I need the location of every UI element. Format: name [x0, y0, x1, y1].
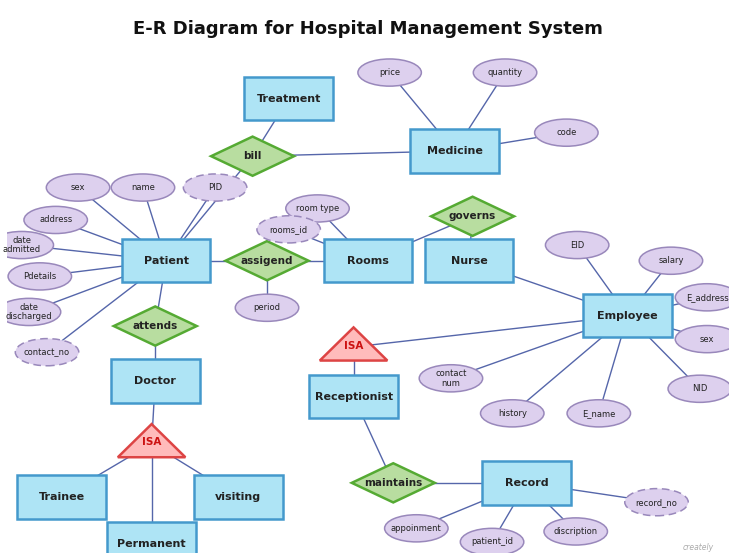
Text: address: address [39, 215, 72, 225]
Ellipse shape [481, 400, 544, 427]
Text: code: code [556, 128, 576, 137]
Ellipse shape [675, 325, 736, 353]
Text: Rooms: Rooms [347, 255, 389, 266]
Ellipse shape [236, 294, 299, 321]
Text: maintains: maintains [364, 478, 422, 488]
Text: governs: governs [449, 211, 496, 221]
Text: price: price [379, 68, 400, 77]
Ellipse shape [257, 216, 320, 243]
FancyBboxPatch shape [309, 375, 398, 418]
Text: E-R Diagram for Hospital Management System: E-R Diagram for Hospital Management Syst… [133, 20, 603, 37]
Text: NID: NID [692, 384, 707, 394]
Text: quantity: quantity [487, 68, 523, 77]
Text: E_address: E_address [686, 293, 729, 302]
FancyBboxPatch shape [107, 522, 196, 559]
Text: Nurse: Nurse [450, 255, 487, 266]
FancyBboxPatch shape [244, 77, 333, 120]
Text: ISA: ISA [142, 437, 161, 447]
Text: Trainee: Trainee [38, 492, 85, 502]
FancyBboxPatch shape [17, 475, 106, 519]
Text: Permanent: Permanent [117, 539, 186, 549]
FancyBboxPatch shape [482, 461, 571, 505]
Ellipse shape [286, 195, 350, 222]
Ellipse shape [358, 59, 422, 86]
Text: attends: attends [132, 321, 178, 331]
Text: Medicine: Medicine [427, 146, 483, 156]
Text: salary: salary [658, 256, 684, 265]
Text: Patient: Patient [144, 255, 188, 266]
Polygon shape [431, 197, 514, 236]
Text: Receptionist: Receptionist [314, 392, 392, 401]
Text: ISA: ISA [344, 340, 364, 350]
Text: creately: creately [683, 543, 714, 552]
Ellipse shape [544, 518, 607, 545]
Ellipse shape [0, 299, 61, 325]
Ellipse shape [15, 339, 79, 366]
Text: patient_id: patient_id [471, 537, 513, 546]
Ellipse shape [46, 174, 110, 201]
Ellipse shape [8, 263, 71, 290]
Ellipse shape [473, 59, 537, 86]
Text: period: period [253, 303, 280, 312]
Text: contact_no: contact_no [24, 348, 70, 357]
FancyBboxPatch shape [111, 359, 199, 402]
Ellipse shape [24, 206, 88, 234]
Text: Doctor: Doctor [134, 376, 176, 386]
Ellipse shape [534, 119, 598, 146]
Ellipse shape [625, 489, 688, 516]
Ellipse shape [545, 231, 609, 259]
Text: sex: sex [700, 335, 714, 344]
Ellipse shape [0, 231, 54, 259]
FancyBboxPatch shape [410, 129, 499, 173]
Ellipse shape [567, 400, 631, 427]
FancyBboxPatch shape [324, 239, 412, 282]
Polygon shape [320, 328, 387, 361]
Text: E_name: E_name [582, 409, 615, 418]
Ellipse shape [668, 375, 732, 402]
Polygon shape [352, 463, 435, 503]
Text: appoinment: appoinment [391, 524, 442, 533]
Text: PID: PID [208, 183, 222, 192]
Text: Record: Record [505, 478, 548, 488]
Text: record_no: record_no [636, 498, 677, 506]
Text: Treatment: Treatment [256, 94, 321, 103]
Ellipse shape [460, 528, 524, 556]
Polygon shape [118, 424, 185, 457]
Text: bill: bill [244, 151, 262, 161]
Text: discription: discription [553, 527, 598, 536]
Text: date
admitted: date admitted [3, 236, 41, 254]
FancyBboxPatch shape [194, 475, 283, 519]
Text: date
discharged: date discharged [6, 302, 52, 321]
Ellipse shape [420, 364, 483, 392]
Text: sex: sex [71, 183, 85, 192]
Polygon shape [225, 241, 308, 280]
Text: visiting: visiting [215, 492, 261, 502]
Ellipse shape [675, 284, 736, 311]
Polygon shape [114, 306, 197, 345]
Ellipse shape [385, 515, 448, 542]
Text: history: history [498, 409, 527, 418]
Text: contact
num: contact num [435, 369, 467, 388]
Text: Employee: Employee [598, 311, 658, 321]
Text: name: name [131, 183, 155, 192]
Text: Pdetails: Pdetails [24, 272, 57, 281]
FancyBboxPatch shape [425, 239, 513, 282]
Text: rooms_id: rooms_id [269, 225, 308, 234]
Text: EID: EID [570, 240, 584, 249]
Polygon shape [211, 136, 294, 176]
Text: assigend: assigend [241, 255, 293, 266]
Ellipse shape [639, 247, 703, 274]
Ellipse shape [183, 174, 247, 201]
FancyBboxPatch shape [121, 239, 210, 282]
Text: room type: room type [296, 204, 339, 213]
FancyBboxPatch shape [584, 294, 672, 337]
Ellipse shape [111, 174, 174, 201]
